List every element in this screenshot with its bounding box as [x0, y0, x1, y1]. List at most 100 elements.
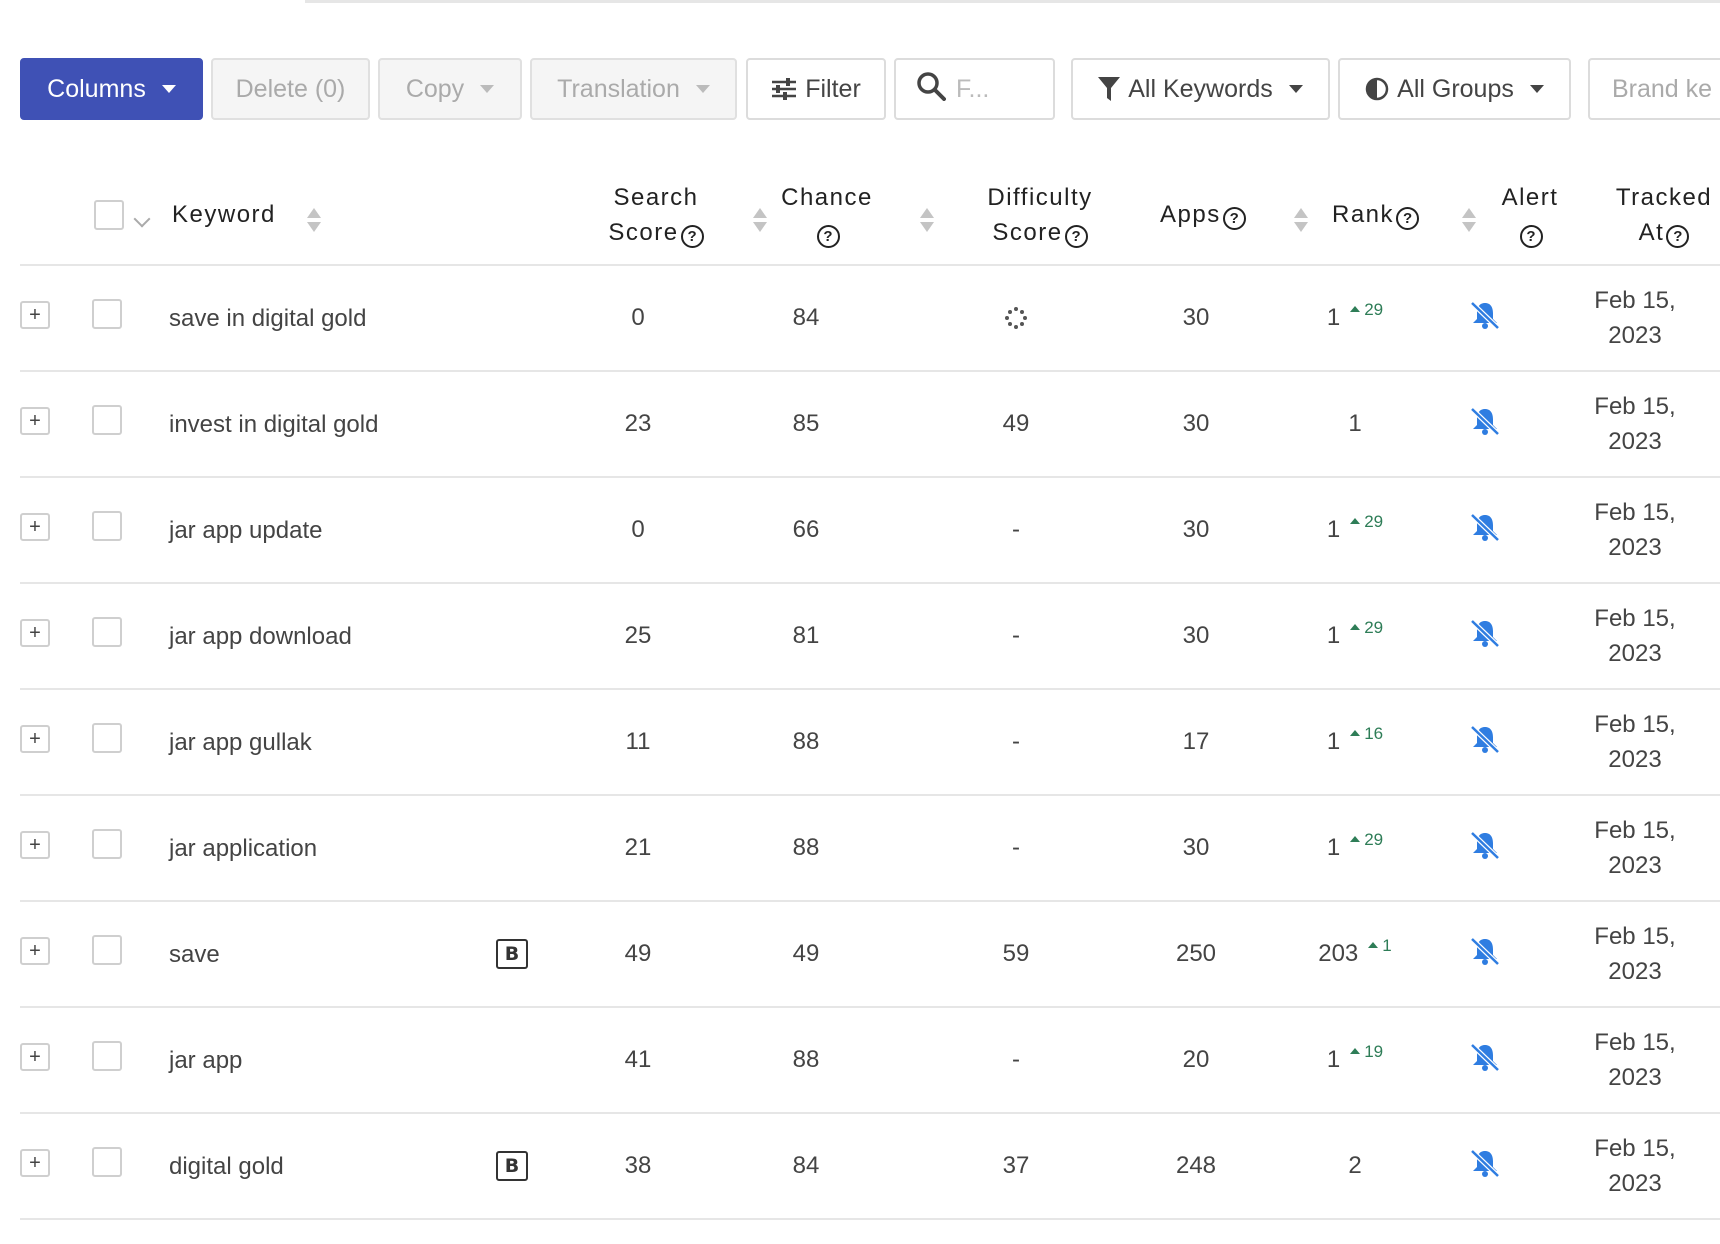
sliders-icon — [771, 78, 797, 100]
alert-toggle[interactable] — [1450, 1008, 1520, 1112]
expand-row-button[interactable]: + — [20, 1149, 50, 1177]
keyword-cell: save — [169, 940, 220, 968]
sort-keyword-icon[interactable] — [307, 208, 321, 234]
half-circle-icon — [1365, 77, 1389, 101]
alert-toggle[interactable] — [1450, 1114, 1520, 1218]
expand-row-button[interactable]: + — [20, 937, 50, 965]
table-row: + digital gold B 38 84 37 248 2 Feb 15, 2023 — [20, 1114, 1720, 1220]
col-difficulty-score[interactable]: Difficulty Score? — [987, 184, 1093, 248]
rank-change: 19 — [1350, 1042, 1383, 1062]
delete-button[interactable]: Delete (0) — [211, 58, 370, 120]
col-rank[interactable]: Rank? — [1332, 197, 1420, 232]
search-input[interactable]: F... — [894, 58, 1055, 120]
rank-cell: 1 29 — [1326, 830, 1384, 861]
search-score-cell: 41 — [624, 1046, 652, 1073]
row-checkbox[interactable] — [92, 829, 122, 859]
col-chance[interactable]: Chance ? — [772, 180, 882, 250]
filter-button[interactable]: Filter — [746, 58, 886, 120]
search-placeholder: F... — [956, 74, 990, 103]
col-keyword[interactable]: Keyword — [172, 201, 276, 228]
keyword-cell: jar app download — [169, 622, 352, 650]
caret-down-icon — [695, 85, 710, 93]
columns-button-label: Columns — [47, 74, 146, 103]
rank-change: 29 — [1350, 830, 1383, 850]
alert-toggle[interactable] — [1450, 266, 1520, 370]
copy-button[interactable]: Copy — [378, 58, 522, 120]
col-search-score[interactable]: Search Score? — [586, 180, 726, 250]
alert-toggle[interactable] — [1450, 584, 1520, 688]
row-checkbox[interactable] — [92, 935, 122, 965]
columns-button[interactable]: Columns — [20, 58, 203, 120]
brand-keywords-button[interactable]: Brand ke — [1588, 58, 1720, 120]
apps-cell: 30 — [1182, 516, 1210, 543]
chevron-down-icon[interactable] — [133, 210, 151, 228]
expand-row-button[interactable]: + — [20, 831, 50, 859]
table-row: + invest in digital gold 23 85 49 30 1 Feb 15, 2… — [20, 372, 1720, 478]
tracked-at-cell: Feb 15, 2023 — [1594, 923, 1676, 985]
difficulty-cell: - — [1012, 728, 1020, 755]
caret-down-icon — [480, 85, 495, 93]
row-checkbox[interactable] — [92, 1147, 122, 1177]
all-groups-label: All Groups — [1397, 74, 1514, 103]
brand-keywords-label: Brand ke — [1612, 74, 1713, 103]
difficulty-cell: 49 — [1002, 410, 1030, 437]
alert-toggle[interactable] — [1450, 796, 1520, 900]
help-icon: ? — [1519, 225, 1543, 248]
alert-toggle[interactable] — [1450, 478, 1520, 582]
rank-cell: 1 29 — [1326, 618, 1384, 649]
alert-toggle[interactable] — [1450, 690, 1520, 794]
keyword-cell: digital gold — [169, 1152, 284, 1180]
tracked-at-cell: Feb 15, 2023 — [1594, 393, 1676, 455]
select-all-checkbox[interactable] — [94, 200, 124, 230]
keyword-cell: jar app update — [169, 516, 323, 544]
copy-button-label: Copy — [405, 74, 465, 103]
apps-cell: 30 — [1182, 834, 1210, 861]
bell-off-icon — [1469, 300, 1501, 337]
col-apps[interactable]: Apps? — [1160, 197, 1246, 232]
bell-off-icon — [1469, 512, 1501, 549]
row-checkbox[interactable] — [92, 617, 122, 647]
apps-cell: 248 — [1175, 1152, 1217, 1179]
sort-apps-icon[interactable] — [1294, 208, 1308, 234]
difficulty-cell: - — [1012, 622, 1020, 649]
all-keywords-dropdown[interactable]: All Keywords — [1071, 58, 1330, 120]
rank-cell: 1 — [1348, 410, 1362, 437]
row-checkbox[interactable] — [92, 299, 122, 329]
expand-row-button[interactable]: + — [20, 725, 50, 753]
all-groups-dropdown[interactable]: All Groups — [1338, 58, 1571, 120]
expand-row-button[interactable]: + — [20, 513, 50, 541]
brand-badge: B — [496, 939, 528, 969]
sort-search-score-icon[interactable] — [753, 208, 767, 234]
rank-cell: 1 29 — [1326, 512, 1384, 543]
tracked-at-cell: Feb 15, 2023 — [1594, 817, 1676, 879]
search-score-cell: 0 — [631, 516, 645, 543]
caret-down-icon — [161, 85, 176, 93]
keyword-cell: save in digital gold — [169, 304, 367, 332]
expand-row-button[interactable]: + — [20, 1043, 50, 1071]
sort-chance-icon[interactable] — [920, 208, 934, 234]
chance-cell: 81 — [792, 622, 820, 649]
row-checkbox[interactable] — [92, 1041, 122, 1071]
translation-button[interactable]: Translation — [530, 58, 737, 120]
caret-down-icon — [1529, 85, 1544, 93]
expand-row-button[interactable]: + — [20, 619, 50, 647]
chance-cell: 84 — [792, 1152, 820, 1179]
expand-row-button[interactable]: + — [20, 407, 50, 435]
row-checkbox[interactable] — [92, 405, 122, 435]
search-score-cell: 11 — [625, 728, 651, 755]
chance-cell: 88 — [792, 834, 820, 861]
tracked-at-cell: Feb 15, 2023 — [1594, 1135, 1676, 1197]
caret-down-icon — [1288, 85, 1303, 93]
top-divider — [0, 0, 1720, 4]
row-checkbox[interactable] — [92, 511, 122, 541]
alert-toggle[interactable] — [1450, 902, 1520, 1006]
keyword-cell: invest in digital gold — [169, 410, 379, 438]
sort-rank-icon[interactable] — [1462, 208, 1476, 234]
row-checkbox[interactable] — [92, 723, 122, 753]
alert-toggle[interactable] — [1450, 372, 1520, 476]
help-icon: ? — [680, 225, 704, 248]
expand-row-button[interactable]: + — [20, 301, 50, 329]
search-score-cell: 21 — [624, 834, 652, 861]
col-tracked-at: Tracked At? — [1615, 184, 1713, 248]
brand-badge: B — [496, 1151, 528, 1181]
